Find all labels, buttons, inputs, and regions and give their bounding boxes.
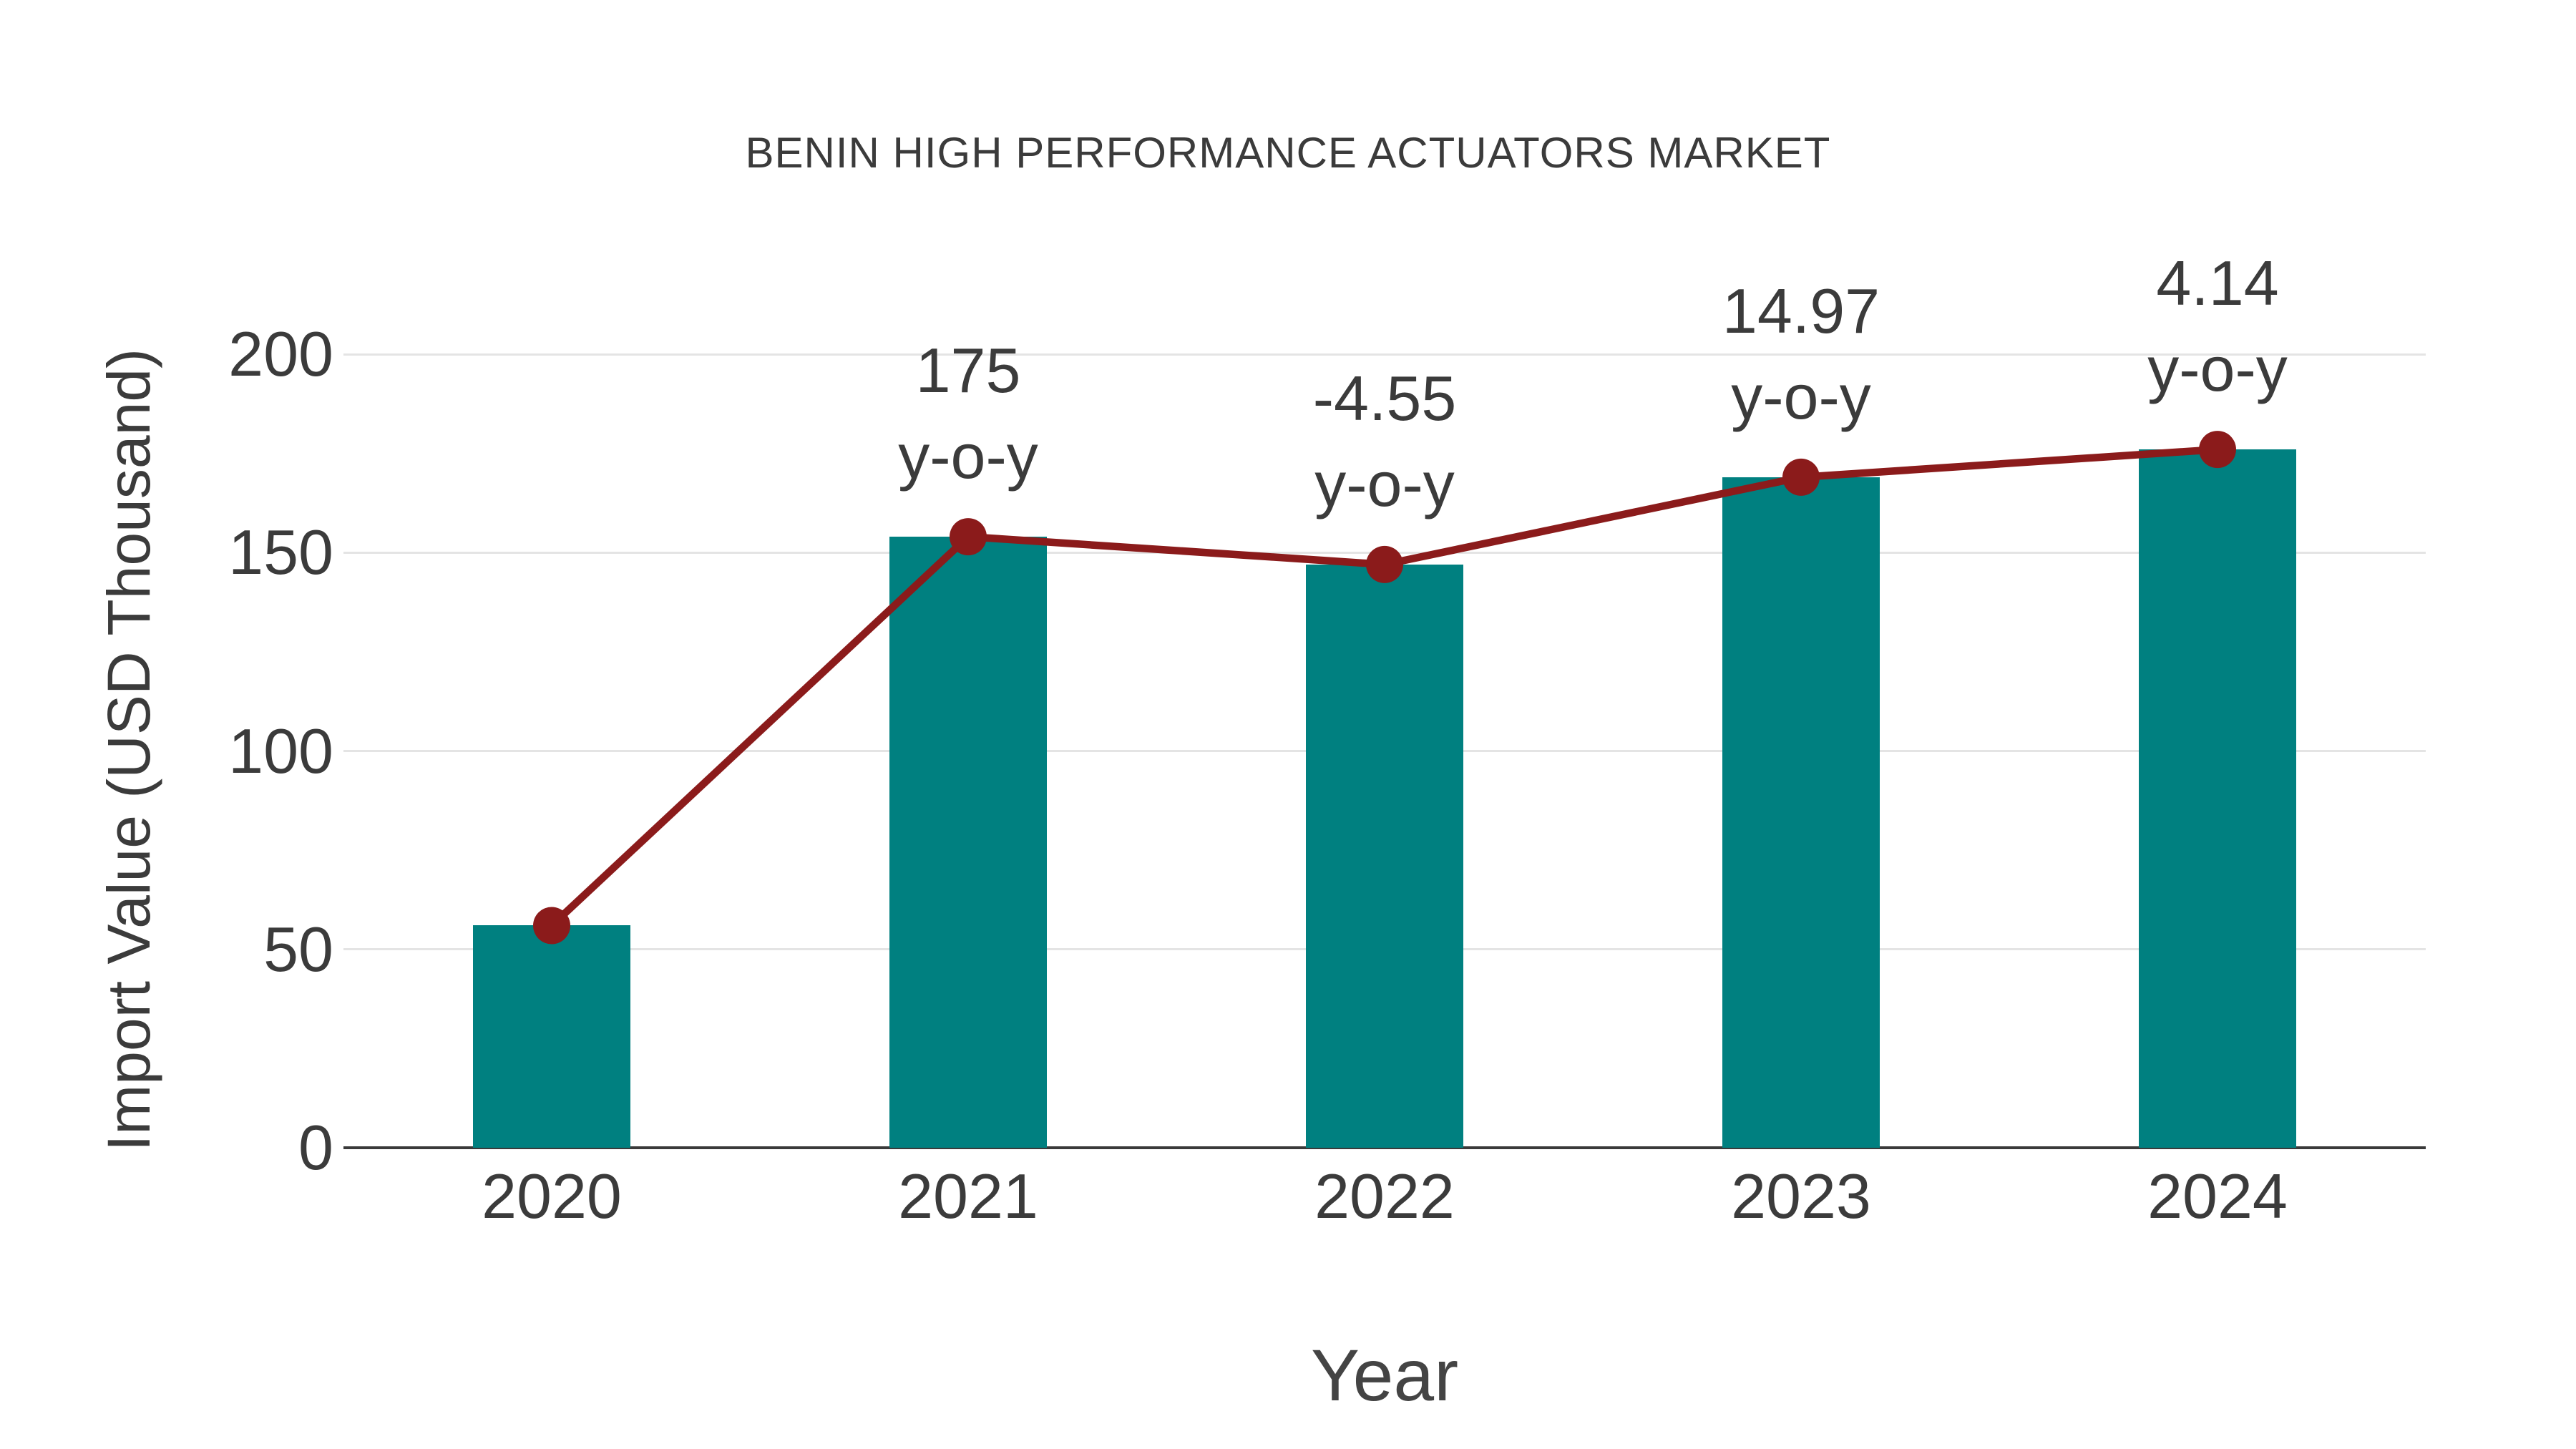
- x-tick-label-2020: 2020: [482, 1161, 622, 1231]
- bar-2020: [473, 925, 630, 1148]
- annotation-2021-line-2: y-o-y: [898, 421, 1038, 492]
- annotation-2023-line-1: 14.97: [1722, 275, 1880, 346]
- x-tick-label-2024: 2024: [2147, 1161, 2288, 1231]
- chart-title: BENIN HIGH PERFORMANCE ACTUATORS MARKET: [745, 129, 1831, 177]
- x-axis-title: Year: [1310, 1335, 1459, 1416]
- y-tick-label-150: 150: [228, 517, 333, 588]
- bar-2023: [1722, 477, 1880, 1148]
- x-tick-label-2022: 2022: [1314, 1161, 1455, 1231]
- x-tick-label-2023: 2023: [1731, 1161, 1871, 1231]
- annotation-2022-line-1: -4.55: [1312, 362, 1457, 434]
- y-tick-label-100: 100: [228, 715, 333, 786]
- y-tick-label-0: 0: [298, 1112, 333, 1183]
- annotation-2022: -4.55 y-o-y: [1134, 356, 1635, 527]
- bar-2024: [2139, 449, 2296, 1148]
- y-tick-label-200: 200: [228, 318, 333, 389]
- annotation-2024-line-2: y-o-y: [2147, 333, 2288, 405]
- y-tick-label-50: 50: [263, 913, 333, 985]
- annotation-2023-line-2: y-o-y: [1731, 361, 1871, 432]
- annotation-2021: 175 y-o-y: [718, 328, 1219, 499]
- annotation-2021-line-1: 175: [915, 335, 1021, 406]
- bar-2022: [1306, 564, 1463, 1148]
- gridline-200: [343, 353, 2426, 356]
- annotation-2024: 4.14 y-o-y: [1967, 240, 2468, 412]
- bar-2021: [889, 537, 1047, 1148]
- gridline-150: [343, 551, 2426, 554]
- x-axis-line: [343, 1146, 2426, 1149]
- annotation-2022-line-2: y-o-y: [1314, 448, 1455, 519]
- annotation-2024-line-1: 4.14: [2156, 248, 2279, 319]
- annotation-2023: 14.97 y-o-y: [1551, 268, 2051, 440]
- x-tick-label-2021: 2021: [898, 1161, 1038, 1231]
